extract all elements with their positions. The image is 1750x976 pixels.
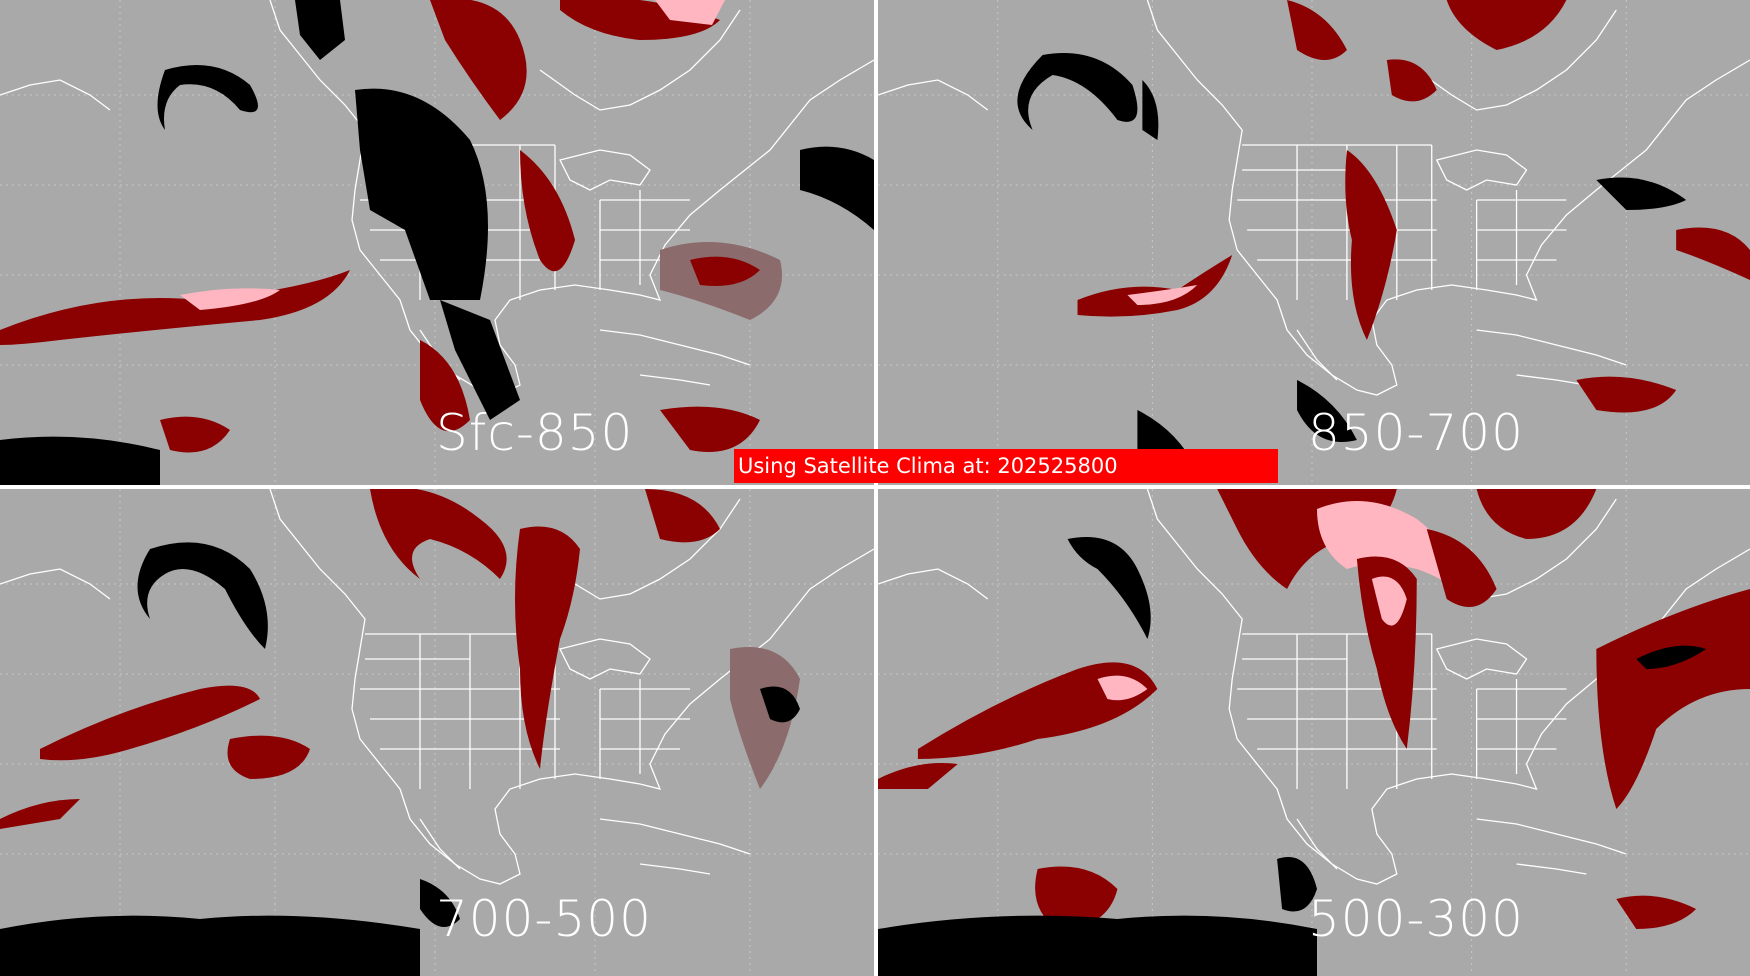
panel-label: 850-700 [1308, 404, 1524, 462]
map-panel-700-500: 700-500 [0, 489, 874, 976]
map-canvas [878, 0, 1750, 485]
map-canvas [878, 489, 1750, 976]
map-panel-850-700: 850-700 [878, 0, 1750, 485]
map-panel-500-300: 500-300 [878, 489, 1750, 976]
map-canvas [0, 489, 874, 976]
panel-label: 700-500 [436, 890, 652, 948]
map-panel-sfc-850: Sfc-850 [0, 0, 874, 485]
satellite-clima-banner: Using Satellite Clima at: 202525800 [734, 449, 1278, 483]
map-canvas [0, 0, 874, 485]
panel-label: 500-300 [1308, 890, 1524, 948]
panel-label: Sfc-850 [436, 404, 634, 462]
horizontal-divider [0, 485, 1750, 489]
